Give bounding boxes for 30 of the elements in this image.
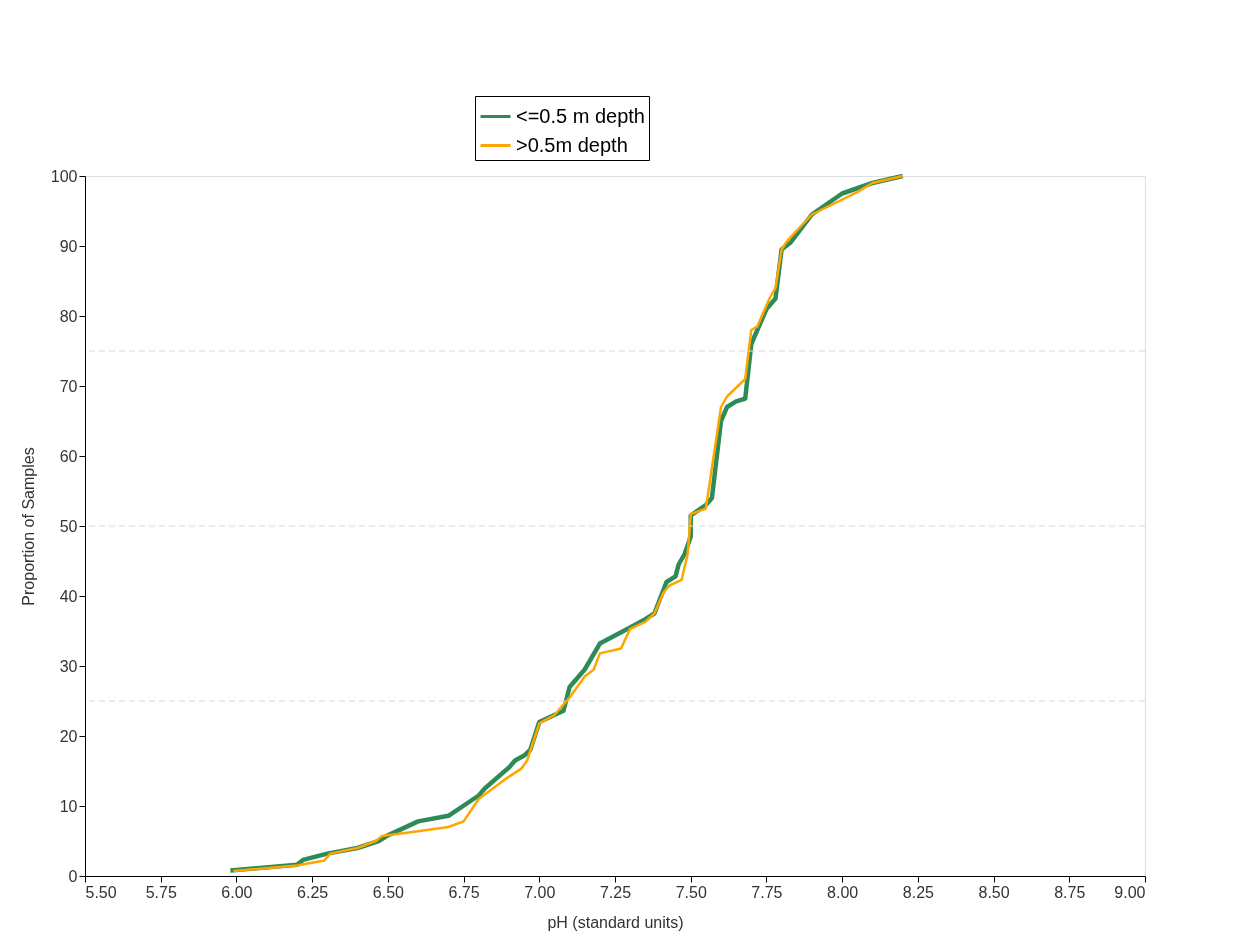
x-tick-label: 8.50 [978, 883, 1010, 901]
y-tick-label: 90 [59, 237, 78, 255]
y-axis-title: Proportion of Samples [19, 447, 37, 606]
x-tick-label: 7.50 [675, 883, 707, 901]
x-tick-label: 8.25 [902, 883, 935, 901]
x-axis-title: pH (standard units) [547, 913, 684, 931]
x-tick-label: 6.25 [297, 883, 329, 901]
x-tick-label: 6.00 [221, 883, 253, 901]
x-tick-label: 5.50 [85, 883, 117, 901]
x-tick-label: 7.00 [524, 883, 556, 901]
x-tick-label: 6.50 [372, 883, 405, 901]
y-tick-label: 0 [68, 867, 78, 885]
legend-label: <=0.5 m depth [516, 104, 645, 127]
y-tick-label: 20 [59, 727, 78, 745]
x-tick-label: 5.75 [145, 883, 177, 901]
x-tick-label: 7.25 [599, 883, 632, 901]
y-tick-label: 40 [59, 587, 78, 605]
y-tick-label: 30 [59, 657, 78, 675]
y-tick-label: 50 [59, 517, 78, 535]
y-tick-label: 100 [50, 167, 78, 185]
y-tick-label: 80 [59, 307, 78, 325]
x-tick-label: 7.75 [751, 883, 783, 901]
x-tick-label: 8.75 [1054, 883, 1086, 901]
y-tick-label: 10 [59, 797, 78, 815]
x-tick-label: 8.00 [827, 883, 859, 901]
x-tick-label: 6.75 [448, 883, 480, 901]
legend-label: >0.5m depth [516, 133, 628, 156]
x-tick-label: 9.00 [1114, 883, 1146, 901]
y-tick-label: 60 [59, 447, 78, 465]
y-tick-label: 70 [59, 377, 78, 395]
